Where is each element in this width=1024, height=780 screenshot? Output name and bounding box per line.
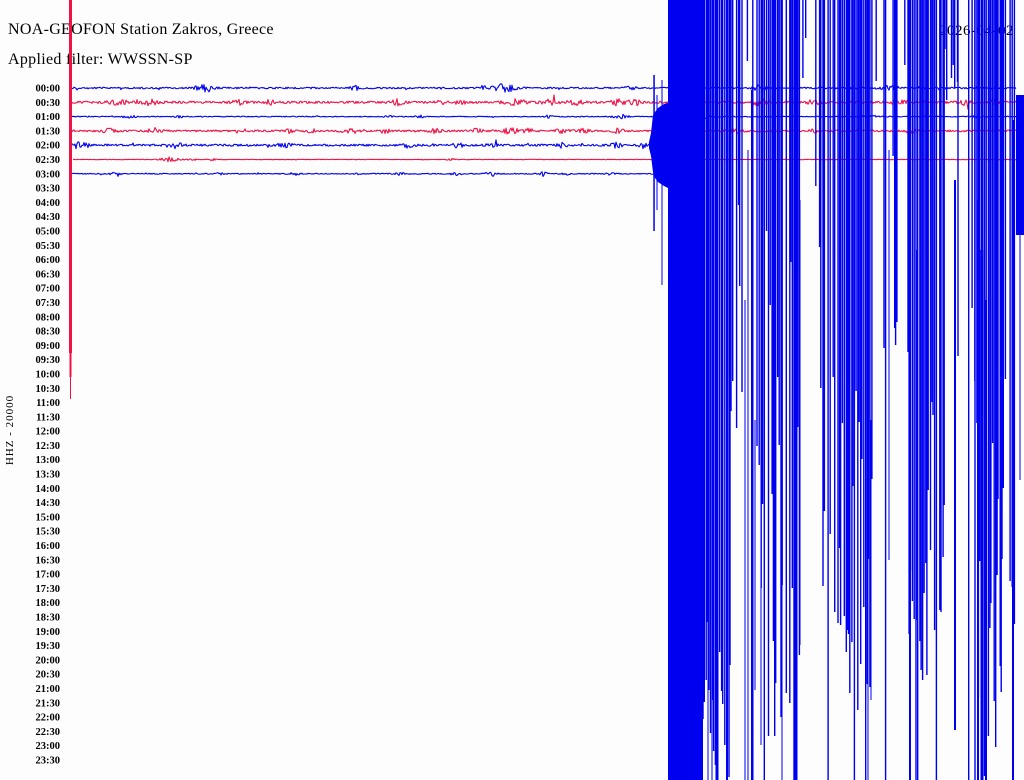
time-label: 02:00 xyxy=(36,141,61,152)
time-label: 17:00 xyxy=(36,570,61,581)
clipped-red-start-spike xyxy=(69,353,72,377)
time-label: 13:30 xyxy=(36,470,61,481)
time-label: 00:30 xyxy=(36,98,61,109)
trace-row-0130 xyxy=(69,127,1017,135)
event-deep-stroke xyxy=(870,420,872,700)
time-label: 10:30 xyxy=(36,384,61,395)
event-deep-stroke xyxy=(909,60,911,780)
time-label: 16:30 xyxy=(36,555,61,566)
time-label: 04:30 xyxy=(36,212,61,223)
time-label: 18:30 xyxy=(36,613,61,624)
applied-filter-label: Applied filter: WWSSN-SP xyxy=(8,51,193,68)
event-onset-spike xyxy=(656,95,658,210)
time-label: 22:00 xyxy=(36,713,61,724)
event-onset-wedge xyxy=(649,103,668,188)
event-deep-stroke xyxy=(726,0,728,780)
time-label: 11:00 xyxy=(36,398,60,409)
event-deep-stroke xyxy=(1012,120,1014,780)
time-label: 07:30 xyxy=(36,298,61,309)
time-label: 01:30 xyxy=(36,126,61,137)
time-label: 05:30 xyxy=(36,241,61,252)
time-label: 13:00 xyxy=(36,455,61,466)
time-label: 14:30 xyxy=(36,498,61,509)
time-label: 12:30 xyxy=(36,441,61,452)
event-onset-spike xyxy=(661,80,663,285)
time-label: 19:00 xyxy=(36,627,61,638)
time-label: 15:00 xyxy=(36,512,61,523)
event-deep-stroke xyxy=(940,150,942,500)
event-saturated-block xyxy=(668,0,703,780)
event-onset-spike xyxy=(653,75,655,231)
event-deep-stroke xyxy=(1019,235,1021,480)
page-title: NOA-GEOFON Station Zakros, Greece xyxy=(8,21,274,38)
trace-row-0100 xyxy=(69,113,1017,120)
event-deep-stroke xyxy=(954,180,956,730)
time-label: 06:00 xyxy=(36,255,61,266)
time-label: 00:00 xyxy=(36,84,61,95)
event-deep-stroke xyxy=(888,150,890,560)
event-deep-stroke xyxy=(744,300,746,780)
time-label: 02:30 xyxy=(36,155,61,166)
trace-row-0030 xyxy=(69,94,1017,110)
trace-row-0300 xyxy=(69,171,659,177)
event-deep-stroke xyxy=(707,0,709,780)
event-deep-stroke xyxy=(747,150,749,780)
time-label: 03:30 xyxy=(36,184,61,195)
time-label: 17:30 xyxy=(36,584,61,595)
event-right-edge-patch xyxy=(1016,95,1024,235)
event-deep-stroke xyxy=(867,180,869,780)
event-deep-stroke xyxy=(751,90,753,780)
time-label: 08:30 xyxy=(36,327,61,338)
event-deep-stroke xyxy=(980,250,984,780)
time-label: 22:30 xyxy=(36,727,61,738)
event-deep-stroke xyxy=(916,250,918,620)
event-deep-stroke xyxy=(794,0,798,780)
time-label: 15:30 xyxy=(36,527,61,538)
event-deep-stroke xyxy=(977,200,979,780)
time-label: 23:30 xyxy=(36,756,61,767)
event-deep-stroke xyxy=(799,200,801,645)
time-label: 21:00 xyxy=(36,684,61,695)
time-label: 08:00 xyxy=(36,312,61,323)
time-label: 01:00 xyxy=(36,112,61,123)
time-label: 12:00 xyxy=(36,427,61,438)
time-label: 20:30 xyxy=(36,670,61,681)
event-deep-stroke xyxy=(781,120,783,780)
clipped-red-start-spike xyxy=(69,0,72,353)
trace-row-0200 xyxy=(69,139,651,150)
event-deep-stroke xyxy=(760,60,762,745)
time-label: 11:30 xyxy=(36,412,60,423)
time-label: 18:00 xyxy=(36,598,61,609)
time-label: 14:00 xyxy=(36,484,61,495)
time-label: 09:30 xyxy=(36,355,61,366)
time-label: 10:00 xyxy=(36,370,61,381)
time-label: 04:00 xyxy=(36,198,61,209)
time-label: 03:00 xyxy=(36,169,61,180)
event-deep-stroke xyxy=(985,300,987,780)
time-label: 16:00 xyxy=(36,541,61,552)
time-label: 09:00 xyxy=(36,341,61,352)
time-label: 23:00 xyxy=(36,741,61,752)
clipped-red-start-spike xyxy=(70,377,71,399)
time-label: 19:30 xyxy=(36,641,61,652)
event-deep-stroke xyxy=(715,0,719,780)
time-label: 21:30 xyxy=(36,698,61,709)
event-deep-stroke xyxy=(754,420,756,690)
time-label: 06:30 xyxy=(36,269,61,280)
event-deep-stroke xyxy=(711,0,713,780)
trace-row-0230 xyxy=(72,156,1017,163)
trace-row-0000 xyxy=(69,83,1017,93)
time-label: 05:00 xyxy=(36,227,61,238)
time-label: 07:00 xyxy=(36,284,61,295)
time-label: 20:00 xyxy=(36,655,61,666)
